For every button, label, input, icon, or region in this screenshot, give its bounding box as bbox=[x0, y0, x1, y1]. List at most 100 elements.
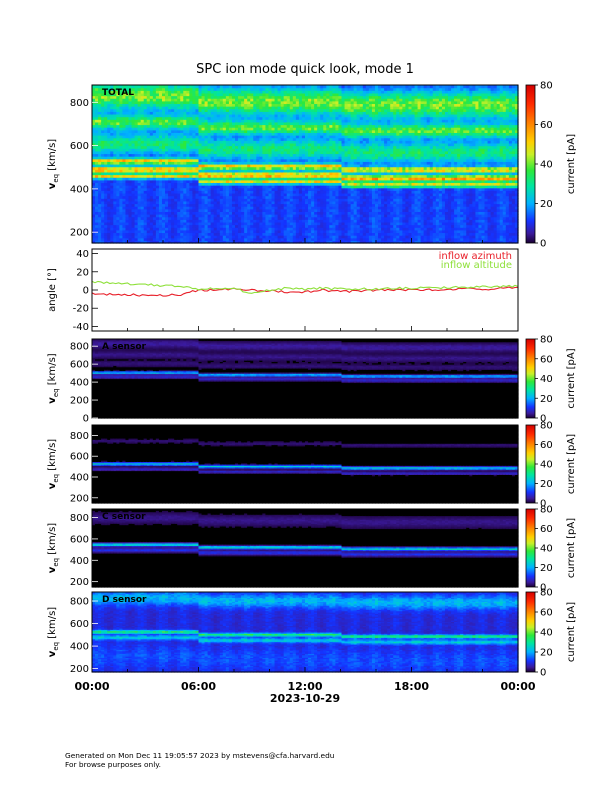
heat-cell bbox=[168, 85, 172, 89]
heat-cell bbox=[113, 142, 117, 147]
heat-cell bbox=[192, 237, 197, 241]
heat-cell bbox=[104, 190, 108, 194]
heat-cell bbox=[161, 224, 166, 228]
heat-cell bbox=[107, 237, 111, 241]
heat-cell bbox=[161, 90, 166, 94]
heat-cell bbox=[125, 211, 130, 215]
heat-cell bbox=[107, 158, 111, 162]
heat-cell bbox=[134, 100, 139, 105]
heat-cell bbox=[149, 221, 154, 226]
heat-cell bbox=[140, 135, 145, 139]
heat-cell bbox=[192, 127, 197, 131]
heat-cell bbox=[110, 200, 114, 205]
heat-cell bbox=[98, 185, 102, 189]
heat-cell bbox=[110, 166, 114, 170]
heat-cell bbox=[119, 179, 124, 184]
heat-cell bbox=[140, 164, 145, 168]
heat-cell bbox=[116, 240, 120, 244]
heat-cell bbox=[119, 185, 124, 189]
heat-cell bbox=[155, 106, 160, 110]
heat-cell bbox=[177, 203, 181, 207]
heat-cell bbox=[107, 240, 111, 244]
heat-cell bbox=[98, 98, 102, 102]
heat-cell bbox=[186, 169, 190, 173]
heat-cell bbox=[125, 219, 130, 223]
heat-cell bbox=[110, 161, 114, 165]
heat-cell bbox=[101, 169, 105, 173]
heat-cell bbox=[98, 108, 102, 112]
heat-cell bbox=[125, 185, 130, 189]
heat-cell bbox=[98, 121, 102, 126]
heat-cell bbox=[183, 208, 187, 212]
heat-cell bbox=[177, 124, 181, 128]
heat-cell bbox=[92, 229, 96, 234]
heat-cell bbox=[110, 113, 114, 118]
heat-cell bbox=[110, 240, 114, 244]
heat-cell bbox=[195, 135, 200, 139]
heat-cell bbox=[192, 200, 197, 205]
heat-cell bbox=[192, 116, 197, 120]
heat-cell bbox=[122, 174, 127, 178]
heat-cell bbox=[186, 235, 190, 239]
heat-cell bbox=[110, 116, 114, 120]
heat-cell bbox=[161, 85, 166, 89]
heat-cell bbox=[192, 235, 197, 239]
heat-cell bbox=[146, 142, 151, 147]
heat-cell bbox=[110, 124, 114, 128]
heat-cell bbox=[116, 221, 120, 226]
heat-cell bbox=[98, 227, 102, 231]
heat-cell bbox=[171, 150, 175, 155]
heat-cell bbox=[101, 140, 105, 144]
heat-cell bbox=[177, 211, 181, 215]
heat-cell bbox=[189, 187, 194, 191]
heat-cell bbox=[95, 98, 99, 102]
heat-cell bbox=[128, 116, 133, 120]
heat-cell bbox=[168, 190, 172, 194]
heat-cell bbox=[158, 95, 163, 99]
heat-cell bbox=[92, 224, 96, 228]
heat-cell bbox=[168, 200, 172, 205]
heat-cell bbox=[180, 87, 184, 91]
heat-cell bbox=[152, 156, 157, 160]
heat-cell bbox=[189, 177, 194, 181]
heat-cell bbox=[113, 95, 117, 99]
heat-cell bbox=[177, 187, 181, 191]
heat-cell bbox=[95, 182, 99, 186]
heat-cell bbox=[128, 158, 133, 162]
heat-cell bbox=[98, 221, 102, 226]
heat-cell bbox=[168, 232, 172, 236]
heat-cell bbox=[186, 100, 190, 105]
heat-cell bbox=[128, 161, 133, 165]
heat-cell bbox=[189, 190, 194, 194]
heat-cell bbox=[104, 111, 108, 115]
heat-cell bbox=[116, 103, 120, 107]
heat-cell bbox=[180, 113, 184, 118]
heat-cell bbox=[186, 90, 190, 94]
heat-cell bbox=[137, 185, 142, 189]
heat-cell bbox=[98, 113, 102, 118]
heat-cell bbox=[149, 92, 154, 97]
heat-cell bbox=[152, 100, 157, 105]
heat-cell bbox=[146, 198, 151, 202]
heat-cell bbox=[149, 206, 154, 210]
heat-cell bbox=[95, 156, 99, 160]
heat-cell bbox=[134, 158, 139, 162]
heat-cell bbox=[183, 216, 187, 220]
heat-cell bbox=[95, 166, 99, 170]
heat-cell bbox=[134, 153, 139, 157]
heat-cell bbox=[92, 153, 96, 157]
heat-cell bbox=[186, 237, 190, 241]
heat-cell bbox=[192, 145, 197, 149]
heat-cell bbox=[192, 121, 197, 126]
heat-cell bbox=[119, 182, 124, 186]
heat-cell bbox=[158, 108, 163, 112]
heat-cell bbox=[134, 135, 139, 139]
heat-cell bbox=[101, 153, 105, 157]
heat-cell bbox=[101, 208, 105, 212]
heat-cell bbox=[113, 211, 117, 215]
heat-cell bbox=[92, 95, 96, 99]
heat-cell bbox=[92, 111, 96, 115]
heat-cell bbox=[131, 150, 136, 155]
heat-cell bbox=[180, 171, 184, 176]
heat-cell bbox=[189, 106, 194, 110]
